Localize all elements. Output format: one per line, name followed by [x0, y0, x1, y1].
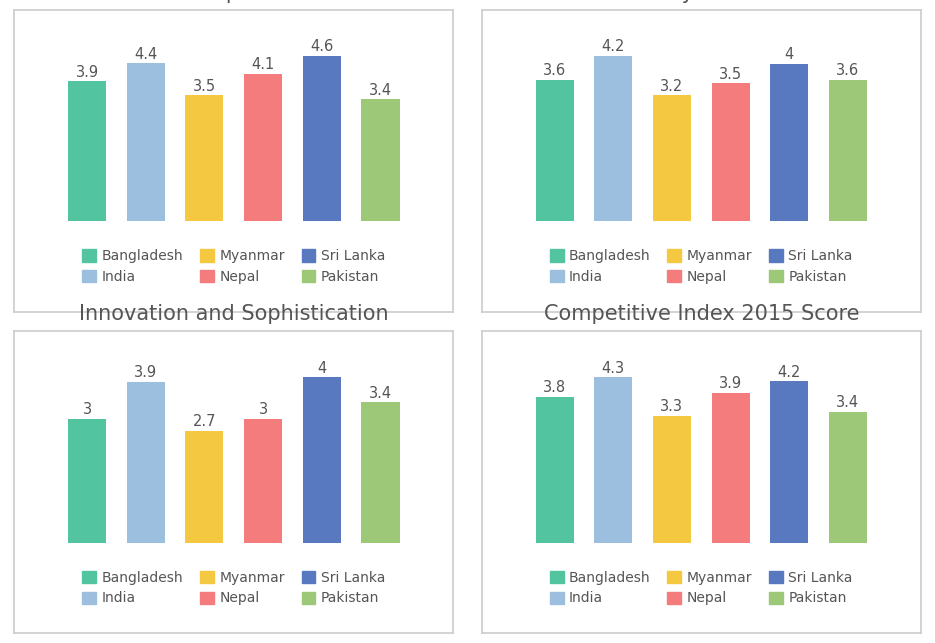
Text: 4.6: 4.6	[310, 39, 334, 55]
Legend: Bangladesh, India, Myanmar, Nepal, Sri Lanka, Pakistan: Bangladesh, India, Myanmar, Nepal, Sri L…	[77, 244, 391, 289]
Text: 3.9: 3.9	[135, 365, 157, 380]
Bar	[244, 419, 282, 543]
Bar	[185, 431, 223, 543]
Legend: Bangladesh, India, Myanmar, Nepal, Sri Lanka, Pakistan: Bangladesh, India, Myanmar, Nepal, Sri L…	[544, 244, 858, 289]
Bar	[770, 381, 809, 543]
Bar	[594, 56, 632, 221]
Text: 3.4: 3.4	[369, 82, 392, 98]
Text: 4.4: 4.4	[134, 47, 157, 62]
Bar	[536, 80, 574, 221]
Legend: Bangladesh, India, Myanmar, Nepal, Sri Lanka, Pakistan: Bangladesh, India, Myanmar, Nepal, Sri L…	[544, 565, 858, 611]
Text: 3.9: 3.9	[719, 376, 742, 391]
Bar	[126, 381, 165, 543]
Bar	[712, 393, 750, 543]
Text: 4.3: 4.3	[602, 361, 625, 376]
Bar	[68, 81, 107, 221]
Bar	[68, 419, 107, 543]
Bar	[594, 377, 632, 543]
Bar	[185, 95, 223, 221]
Text: 4: 4	[317, 361, 326, 376]
Text: 4.2: 4.2	[778, 365, 801, 380]
Bar	[303, 377, 341, 543]
Text: 4.2: 4.2	[601, 39, 625, 55]
Bar	[126, 63, 165, 221]
Text: 3.6: 3.6	[837, 63, 859, 78]
Text: 3.8: 3.8	[543, 380, 566, 395]
Text: 3.3: 3.3	[660, 399, 683, 414]
Bar	[770, 64, 809, 221]
Text: 3: 3	[258, 402, 267, 417]
Title: Competitive Index 2015 Score: Competitive Index 2015 Score	[543, 304, 859, 324]
Bar	[828, 412, 867, 543]
Text: 3.5: 3.5	[719, 67, 742, 82]
Bar	[244, 74, 282, 221]
Bar	[303, 56, 341, 221]
Title: Innovation and Sophistication: Innovation and Sophistication	[79, 304, 389, 324]
Bar	[361, 99, 399, 221]
Title: Basic Requirements: Basic Requirements	[130, 0, 338, 3]
Text: 3.4: 3.4	[837, 395, 859, 410]
Text: 4: 4	[784, 47, 794, 62]
Legend: Bangladesh, India, Myanmar, Nepal, Sri Lanka, Pakistan: Bangladesh, India, Myanmar, Nepal, Sri L…	[77, 565, 391, 611]
Text: 3: 3	[82, 402, 92, 417]
Bar	[653, 95, 691, 221]
Text: 4.1: 4.1	[252, 57, 275, 73]
Text: 3.9: 3.9	[76, 65, 98, 80]
Bar	[828, 80, 867, 221]
Text: 3.2: 3.2	[660, 78, 683, 94]
Bar	[536, 397, 574, 543]
Bar	[653, 416, 691, 543]
Text: 3.5: 3.5	[193, 79, 216, 94]
Bar	[361, 403, 399, 543]
Bar	[712, 84, 750, 221]
Text: 3.4: 3.4	[369, 386, 392, 401]
Title: Efficiency Enhancers: Efficiency Enhancers	[593, 0, 810, 3]
Text: 2.7: 2.7	[193, 415, 216, 430]
Text: 3.6: 3.6	[543, 63, 566, 78]
